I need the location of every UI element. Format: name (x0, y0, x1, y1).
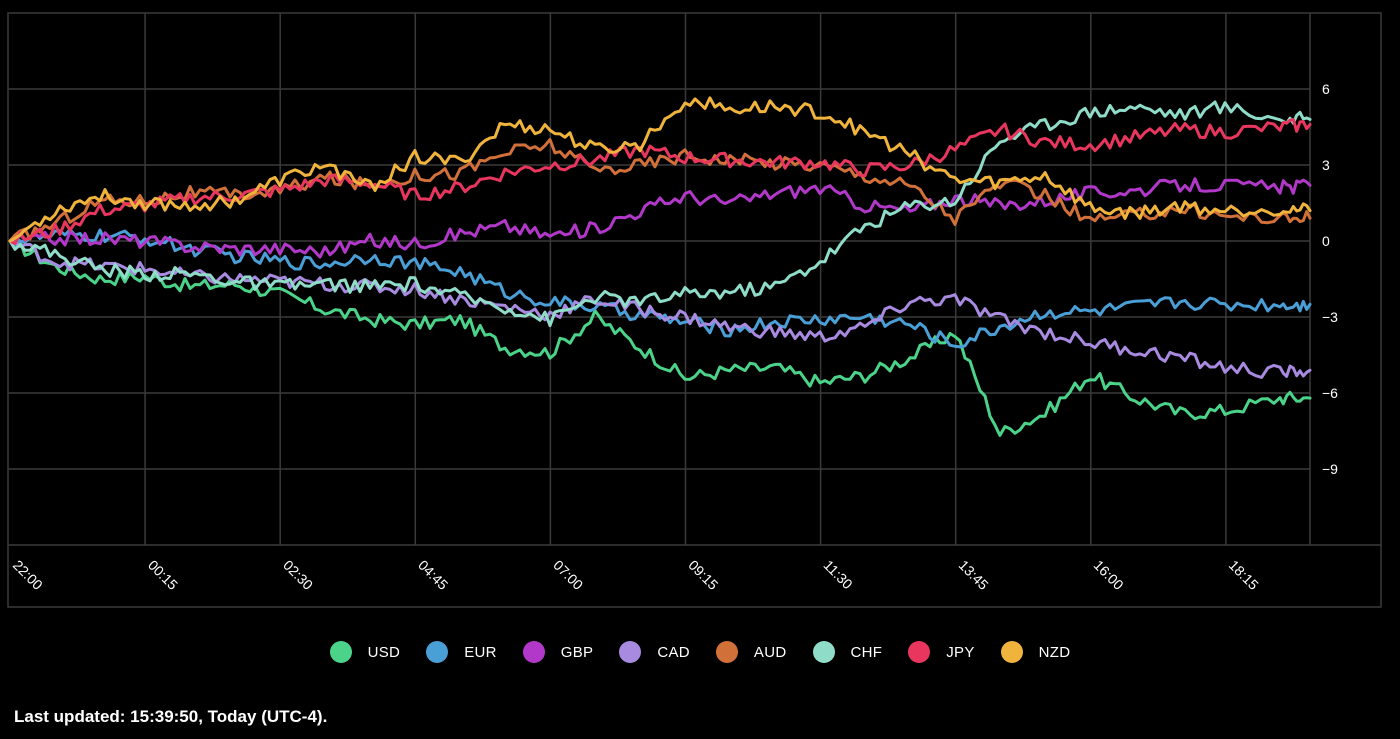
x-tick-label: 16:00 (1091, 557, 1127, 593)
x-tick-label: 07:00 (550, 557, 586, 593)
legend-label: NZD (1038, 643, 1071, 661)
legend-dot (329, 641, 352, 663)
legend-item-aud[interactable]: AUD (715, 641, 787, 663)
legend-dot (812, 641, 835, 663)
x-tick-label: 09:15 (685, 557, 721, 593)
x-tick-label: 02:30 (280, 557, 316, 593)
y-tick-label: 0 (1322, 233, 1330, 249)
legend-label: CAD (657, 643, 690, 661)
legend-label: CHF (850, 643, 883, 661)
legend-label: GBP (560, 643, 594, 661)
legend-label: USD (367, 643, 401, 661)
y-tick-label: −6 (1322, 385, 1338, 401)
series-line-gbp (8, 177, 1312, 259)
x-tick-label: 11:30 (820, 557, 856, 593)
chart-frame (7, 12, 1382, 608)
legend-dot (619, 641, 642, 663)
series-line-jpy (8, 118, 1312, 246)
x-tick-label: 18:15 (1226, 557, 1262, 593)
series-line-usd (8, 236, 1312, 437)
x-tick-label: 04:45 (415, 557, 451, 593)
x-tick-label: 13:45 (956, 557, 992, 593)
legend-dot (426, 641, 449, 663)
last-updated-text: Last updated: 15:39:50, Today (UTC-4). (14, 707, 328, 726)
series-line-nzd (8, 96, 1312, 243)
line-chart: 6 3 0 −3 −6 −9 22:00 00:15 02:30 04:45 07:00 09:15 1… (7, 12, 1382, 608)
legend-item-cad[interactable]: CAD (619, 641, 690, 663)
legend-item-gbp[interactable]: GBP (522, 641, 594, 663)
y-tick-label: −3 (1322, 309, 1338, 325)
series-line-chf (8, 100, 1312, 328)
legend-dot (1000, 641, 1023, 663)
legend-item-eur[interactable]: EUR (426, 641, 497, 663)
legend-item-jpy[interactable]: JPY (908, 641, 974, 663)
legend: USD EUR GBP CAD AUD CHF JPY NZD (0, 636, 1400, 668)
legend-dot (522, 641, 545, 663)
y-tick-label: 6 (1322, 81, 1330, 97)
legend-item-usd[interactable]: USD (329, 641, 401, 663)
legend-dot (715, 641, 738, 663)
y-tick-label: −9 (1322, 461, 1338, 477)
series-line-cad (8, 239, 1312, 379)
legend-label: EUR (464, 643, 497, 661)
legend-label: AUD (753, 643, 787, 661)
legend-label: JPY (946, 643, 975, 661)
y-tick-label: 3 (1322, 157, 1330, 173)
x-tick-label: 22:00 (10, 557, 46, 593)
series-line-aud (8, 138, 1312, 243)
legend-item-nzd[interactable]: NZD (1000, 641, 1071, 663)
chart-area: 6 3 0 −3 −6 −9 22:00 00:15 02:30 04:45 07:00 09:15 1… (7, 12, 1382, 608)
legend-dot (908, 641, 931, 663)
series-line-eur (8, 228, 1312, 349)
legend-item-chf[interactable]: CHF (812, 641, 883, 663)
x-tick-label: 00:15 (145, 557, 181, 593)
